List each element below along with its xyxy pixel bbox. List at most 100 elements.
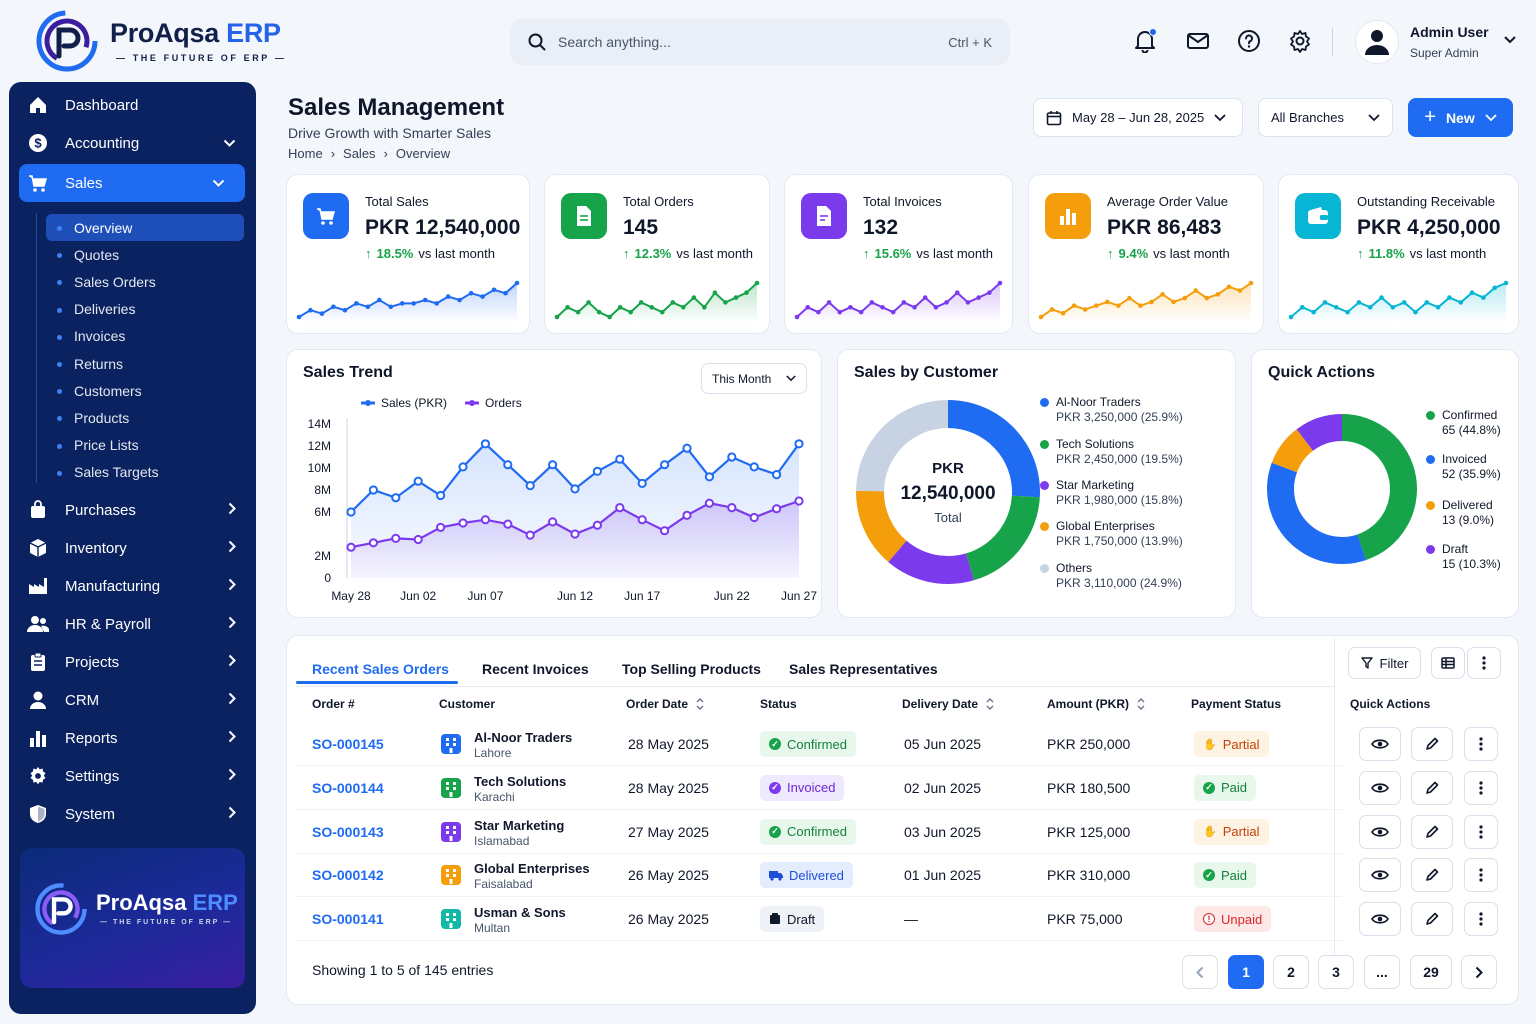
table-row[interactable]: SO-000145 Al-Noor Traders Lahore 28 May 202… bbox=[296, 722, 1342, 766]
customer-name[interactable]: Al-Noor Traders bbox=[474, 730, 573, 745]
sidebar-item-accounting[interactable]: $ Accounting bbox=[9, 124, 256, 162]
search-bar[interactable]: Search anything... Ctrl + K bbox=[510, 19, 1010, 65]
customer-name[interactable]: Usman & Sons bbox=[474, 905, 566, 921]
trend-period-select[interactable]: This Month bbox=[701, 363, 807, 394]
tab-sales-representatives[interactable]: Sales Representatives bbox=[789, 661, 938, 677]
row-more-button[interactable] bbox=[1464, 814, 1498, 849]
chevron-down-icon bbox=[786, 375, 796, 382]
new-button[interactable]: + New bbox=[1408, 98, 1513, 137]
customer-name[interactable]: Star Marketing bbox=[474, 817, 565, 833]
order-id-link[interactable]: SO-000144 bbox=[312, 779, 384, 796]
row-more-button[interactable] bbox=[1464, 858, 1498, 893]
edit-button[interactable] bbox=[1411, 902, 1453, 937]
sparkline-point bbox=[514, 280, 520, 286]
previous-page-button[interactable] bbox=[1182, 955, 1218, 989]
column-header[interactable]: Amount (PKR) bbox=[1047, 697, 1145, 711]
filter-button[interactable]: Filter bbox=[1348, 647, 1421, 679]
sidebar-item-purchases[interactable]: Purchases bbox=[9, 491, 256, 529]
order-status-donut-chart bbox=[1267, 414, 1417, 564]
edit-button[interactable] bbox=[1411, 814, 1453, 849]
kpi-card-total-invoices[interactable]: Total Invoices 132 ↑ 15.6% vs last month bbox=[784, 174, 1013, 334]
sidebar-item-dashboard[interactable]: Dashboard bbox=[9, 86, 256, 124]
tab-top-selling-products[interactable]: Top Selling Products bbox=[622, 661, 761, 677]
sidebar-item-inventory[interactable]: Inventory bbox=[9, 529, 256, 567]
more-options-icon[interactable] bbox=[1467, 647, 1501, 679]
sidebar-item-hr-payroll[interactable]: HR & Payroll bbox=[9, 605, 256, 643]
data-point bbox=[794, 439, 804, 449]
page-subtitle: Drive Growth with Smarter Sales bbox=[288, 125, 492, 141]
edit-button[interactable] bbox=[1411, 770, 1453, 805]
edit-button[interactable] bbox=[1411, 727, 1453, 761]
sidebar-item-sales[interactable]: Sales bbox=[19, 164, 245, 202]
row-more-button[interactable] bbox=[1464, 902, 1498, 937]
kpi-card-average-order-value[interactable]: Average Order Value PKR 86,483 ↑ 9.4% vs las… bbox=[1028, 174, 1264, 334]
column-header[interactable]: Delivery Date bbox=[902, 697, 994, 711]
table-row[interactable]: SO-000141 Usman & Sons Multan 26 May 2025 Dr… bbox=[296, 897, 1342, 942]
branch-select[interactable]: All Branches bbox=[1258, 98, 1393, 137]
columns-view-icon[interactable] bbox=[1431, 647, 1465, 679]
page-button-1[interactable]: 1 bbox=[1228, 955, 1264, 989]
row-more-button[interactable] bbox=[1464, 770, 1498, 805]
page-button-3[interactable]: 3 bbox=[1318, 955, 1354, 989]
order-id-link[interactable]: SO-000145 bbox=[312, 736, 384, 752]
kpi-delta: ↑ 11.8% vs last month bbox=[1357, 246, 1486, 261]
row-more-button[interactable] bbox=[1464, 727, 1498, 761]
customer-name[interactable]: Global Enterprises bbox=[474, 861, 590, 877]
sidebar-subitem-sales-orders[interactable]: Sales Orders bbox=[46, 268, 244, 295]
sidebar-subitem-deliveries[interactable]: Deliveries bbox=[46, 296, 244, 323]
sidebar-subitem-sales-targets[interactable]: Sales Targets bbox=[46, 459, 244, 486]
sidebar-item-reports[interactable]: Reports bbox=[9, 719, 256, 757]
order-id-link[interactable]: SO-000142 bbox=[312, 867, 384, 884]
page-button-ellipsis[interactable]: ... bbox=[1364, 955, 1400, 989]
sidebar-subitem-returns[interactable]: Returns bbox=[46, 350, 244, 377]
search-input[interactable]: Search anything... bbox=[558, 34, 671, 50]
tab-recent-sales-orders[interactable]: Recent Sales Orders bbox=[312, 661, 449, 677]
legend-name: Star Marketing bbox=[1056, 478, 1135, 492]
filter-icon bbox=[1360, 657, 1373, 669]
sidebar-item-projects[interactable]: Projects bbox=[9, 643, 256, 681]
table-row[interactable]: SO-000144 Tech Solutions Karachi 28 May 202… bbox=[296, 766, 1342, 810]
sidebar-subitem-overview[interactable]: Overview bbox=[46, 214, 244, 241]
kpi-card-total-sales[interactable]: Total Sales PKR 12,540,000 ↑ 18.5% vs last m… bbox=[286, 174, 530, 334]
order-id-link[interactable]: SO-000141 bbox=[312, 911, 384, 928]
sidebar-subitem-products[interactable]: Products bbox=[46, 404, 244, 431]
breadcrumb-home[interactable]: Home bbox=[288, 146, 323, 161]
avatar[interactable] bbox=[1355, 20, 1399, 64]
next-page-button[interactable] bbox=[1461, 955, 1497, 989]
view-button[interactable] bbox=[1359, 770, 1401, 805]
chevron-down-icon[interactable] bbox=[1503, 35, 1517, 45]
edit-button[interactable] bbox=[1411, 858, 1453, 893]
tab-recent-invoices[interactable]: Recent Invoices bbox=[482, 661, 589, 677]
sidebar-item-manufacturing[interactable]: Manufacturing bbox=[9, 567, 256, 605]
sidebar-subitem-customers[interactable]: Customers bbox=[46, 377, 244, 404]
user-name[interactable]: Admin User bbox=[1410, 24, 1489, 40]
page-button-2[interactable]: 2 bbox=[1273, 955, 1309, 989]
mail-icon[interactable] bbox=[1185, 28, 1211, 54]
kpi-card-outstanding-receivable[interactable]: Outstanding Receivable PKR 4,250,000 ↑ 11.8… bbox=[1278, 174, 1519, 334]
view-button[interactable] bbox=[1359, 902, 1401, 937]
table-row[interactable]: SO-000142 Global Enterprises Faisalabad 26 … bbox=[296, 853, 1342, 898]
status-badge: ✓ Confirmed bbox=[760, 731, 856, 757]
date-range-picker[interactable]: May 28 – Jun 28, 2025 bbox=[1033, 98, 1243, 137]
order-id-link[interactable]: SO-000143 bbox=[312, 823, 384, 840]
view-button[interactable] bbox=[1359, 727, 1401, 761]
help-icon[interactable] bbox=[1236, 28, 1262, 54]
kpi-card-total-orders[interactable]: Total Orders 145 ↑ 12.3% vs last month bbox=[544, 174, 770, 334]
sidebar-item-system[interactable]: System bbox=[9, 795, 256, 833]
column-header[interactable]: Order Date bbox=[626, 697, 704, 711]
page-button-29[interactable]: 29 bbox=[1410, 955, 1452, 989]
sidebar-subitem-invoices[interactable]: Invoices bbox=[46, 323, 244, 350]
y-tick-label: 10M bbox=[308, 461, 331, 475]
table-row[interactable]: SO-000143 Star Marketing Islamabad 27 May 2… bbox=[296, 810, 1342, 854]
bell-icon[interactable] bbox=[1132, 28, 1158, 54]
gear-icon[interactable] bbox=[1287, 28, 1313, 54]
view-button[interactable] bbox=[1359, 858, 1401, 893]
sidebar-item-settings[interactable]: Settings bbox=[9, 757, 256, 795]
sidebar-item-crm[interactable]: CRM bbox=[9, 681, 256, 719]
sidebar-subitem-quotes[interactable]: Quotes bbox=[46, 241, 244, 268]
view-button[interactable] bbox=[1359, 814, 1401, 849]
users-icon bbox=[27, 613, 49, 635]
breadcrumb-sales[interactable]: Sales bbox=[343, 146, 376, 161]
customer-name[interactable]: Tech Solutions bbox=[474, 773, 567, 789]
sidebar-subitem-price-lists[interactable]: Price Lists bbox=[46, 432, 244, 459]
